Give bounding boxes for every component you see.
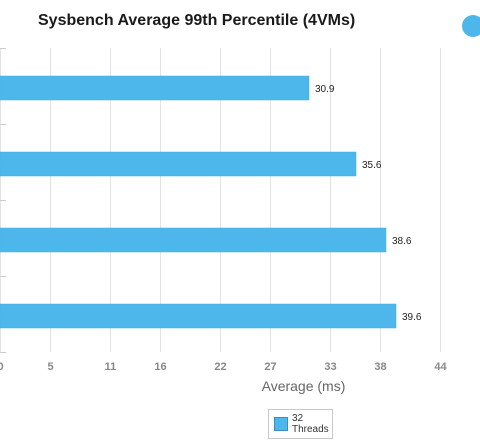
bar-value-label: 39.6 xyxy=(402,312,422,323)
legend-label: 32 Threads xyxy=(292,413,329,435)
bar[interactable] xyxy=(0,303,397,329)
bar-value-label: 30.9 xyxy=(315,84,335,95)
x-axis-label: Average (ms) xyxy=(261,378,346,394)
x-tick-label: 27 xyxy=(264,361,276,373)
x-tick-label: 44 xyxy=(434,361,447,373)
bars xyxy=(0,75,397,329)
x-tick-label: 5 xyxy=(47,361,53,373)
bar-value-label: 35.6 xyxy=(362,160,382,171)
data-labels: 30.9 35.6 38.6 39.6 xyxy=(315,84,422,323)
menu-icon[interactable] xyxy=(462,15,480,37)
x-tick-label: 38 xyxy=(374,361,386,373)
bar[interactable] xyxy=(0,151,357,177)
bar[interactable] xyxy=(0,227,387,253)
legend-swatch xyxy=(274,417,288,431)
bar[interactable] xyxy=(0,75,310,101)
x-tick-label: 0 xyxy=(0,361,4,373)
x-tick-label: 22 xyxy=(214,361,226,373)
x-tick-label: 16 xyxy=(154,361,166,373)
chart-title: Sysbench Average 99th Percentile (4VMs) xyxy=(38,12,356,29)
x-axis-ticks: 0 5 11 16 22 27 33 38 44 xyxy=(0,361,447,373)
legend[interactable]: 32 Threads xyxy=(268,409,333,439)
bar-value-label: 38.6 xyxy=(392,236,412,247)
x-tick-label: 33 xyxy=(324,361,336,373)
x-tick-label: 11 xyxy=(105,361,117,373)
